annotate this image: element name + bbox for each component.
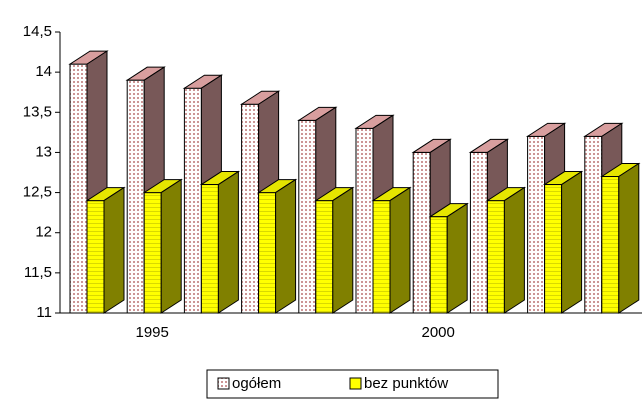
bar-side [561,170,583,314]
y-tick-label: 11,5 [24,264,52,281]
bar-front [584,135,603,314]
bar-front [486,200,505,314]
bar [314,186,355,314]
bar-front [601,176,620,314]
bar-side [103,186,125,314]
bar [485,186,527,314]
y-tick-label: 13,5 [23,103,52,120]
bar [371,186,412,314]
bar-front [315,200,334,314]
y-tick-label: 13 [35,143,52,160]
bar [85,186,126,314]
bar [142,178,183,314]
plot-area [68,50,641,314]
bar-front [298,119,317,314]
bar-front [372,200,391,314]
bar [600,162,641,314]
bar [256,178,298,314]
y-tick-label: 14 [35,63,52,80]
bar-side [446,202,468,314]
bar-front [258,192,277,314]
bar-side [618,162,640,314]
bar-front [200,184,219,314]
bar-side [503,186,525,314]
y-tick-label: 11 [36,304,52,321]
legend: ogółem bez punktów [217,375,448,392]
legend-label: bez punktów [364,375,448,392]
bar-side [275,178,297,314]
bar [199,170,241,314]
bar-front [126,79,145,314]
bar-front [429,216,448,314]
x-tick-label: 1995 [136,324,169,341]
legend-swatch [217,377,230,390]
bar-front [527,135,546,314]
y-tick-label: 14,5 [23,23,52,40]
bar-front [355,127,374,314]
bar-front [544,184,563,314]
legend-swatch [349,377,362,390]
bar-side [160,178,182,314]
bar-side [332,186,354,314]
bar [542,170,584,314]
bar-front [69,63,88,314]
legend-label: ogółem [232,375,281,392]
bar-front [183,87,202,314]
y-tick-label: 12,5 [23,184,52,201]
bar-front [469,151,488,314]
bar-front [86,200,105,314]
bar-side [389,186,411,314]
bar-side [217,170,239,314]
bar-front [412,151,431,314]
bar-front [241,103,260,314]
bar-front [143,192,162,314]
y-tick-label: 12 [35,224,52,241]
bar [428,202,469,314]
x-tick-label: 2000 [422,324,455,341]
